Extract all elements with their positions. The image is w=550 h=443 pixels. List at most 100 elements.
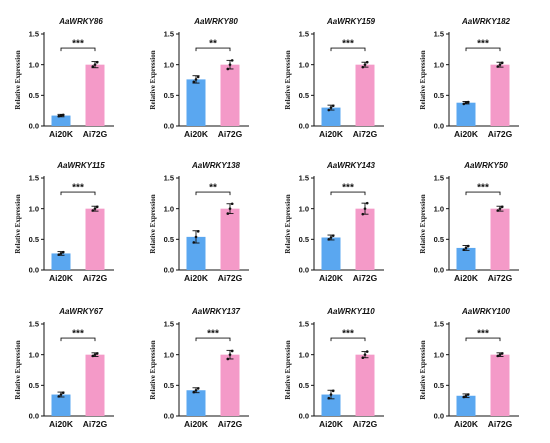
chart-title: AaWRKY159 xyxy=(326,17,376,26)
y-tick-label: 0.5 xyxy=(164,381,174,390)
x-tick-label: Ai72G xyxy=(83,129,108,139)
data-point xyxy=(500,205,504,209)
x-tick-label: Ai72G xyxy=(83,273,108,283)
data-point xyxy=(228,353,232,356)
significance-label: ** xyxy=(209,39,217,50)
significance-bracket xyxy=(330,337,366,342)
y-tick-label: 1.0 xyxy=(434,60,444,69)
y-tick-label: 0.5 xyxy=(164,235,174,244)
significance-label: *** xyxy=(342,329,354,340)
significance-bracket xyxy=(195,191,231,196)
significance-label: *** xyxy=(477,329,489,340)
x-tick-label: Ai72G xyxy=(488,129,513,139)
bar xyxy=(220,354,240,416)
data-point xyxy=(329,236,333,239)
significance-label: *** xyxy=(207,329,219,340)
x-tick-label: Ai72G xyxy=(83,419,108,429)
data-point xyxy=(464,394,468,398)
x-tick-label: Ai72G xyxy=(353,419,378,429)
y-axis-label: Relative Expression xyxy=(14,194,22,253)
bar xyxy=(490,64,510,126)
x-tick-label: Ai20K xyxy=(49,273,74,283)
y-tick-label: 0.5 xyxy=(299,91,309,100)
x-tick-label: Ai20K xyxy=(454,129,479,139)
chart-title: AaWRKY110 xyxy=(326,307,375,316)
data-point xyxy=(496,65,500,68)
y-tick-label: 0.0 xyxy=(29,266,39,275)
x-tick-label: Ai20K xyxy=(454,273,479,283)
y-axis-label: Relative Expression xyxy=(419,194,427,253)
y-tick-label: 0.5 xyxy=(299,381,309,390)
data-point xyxy=(464,101,468,104)
bar xyxy=(456,395,476,416)
data-point xyxy=(226,357,230,361)
chart-title: AaWRKY80 xyxy=(193,17,238,26)
data-point xyxy=(194,388,198,392)
bar xyxy=(355,64,375,126)
bar xyxy=(220,64,240,126)
data-point xyxy=(95,352,99,355)
data-point xyxy=(196,75,200,79)
bar xyxy=(355,354,375,416)
data-point xyxy=(327,238,331,241)
data-point xyxy=(329,393,333,396)
bar xyxy=(220,208,240,270)
y-tick-label: 0.5 xyxy=(29,235,39,244)
data-point xyxy=(365,60,369,64)
chart-panel: AaWRKY137 Relative Expression 0.0 0.5 1.0 1.5… xyxy=(149,307,249,429)
data-point xyxy=(93,63,97,66)
y-tick-label: 0.0 xyxy=(299,122,309,131)
y-tick-label: 1.0 xyxy=(434,204,444,213)
significance-bracket xyxy=(60,47,96,52)
data-point xyxy=(91,354,95,358)
data-point xyxy=(192,241,196,244)
data-point xyxy=(59,114,63,117)
x-tick-label: Ai72G xyxy=(488,273,513,283)
chart-title: AaWRKY137 xyxy=(191,307,241,316)
significance-bracket xyxy=(465,191,501,196)
chart-title: AaWRKY50 xyxy=(463,161,508,170)
significance-label: *** xyxy=(477,39,489,50)
x-tick-label: Ai20K xyxy=(319,273,344,283)
x-tick-label: Ai20K xyxy=(319,129,344,139)
y-axis-label: Relative Expression xyxy=(14,50,22,109)
y-tick-label: 1.5 xyxy=(29,320,39,329)
data-point xyxy=(500,61,504,65)
data-point xyxy=(466,244,470,248)
chart-panel: AaWRKY182 Relative Expression 0.0 0.5 1.0 1.5… xyxy=(419,17,519,139)
significance-bracket xyxy=(330,191,366,196)
x-tick-label: Ai20K xyxy=(184,419,209,429)
x-tick-label: Ai20K xyxy=(184,273,209,283)
significance-bracket xyxy=(60,337,96,342)
chart-panel: AaWRKY143 Relative Expression 0.0 0.5 1.0 1.5… xyxy=(284,161,384,283)
chart-panel: AaWRKY86 Relative Expression 0.0 0.5 1.0 1.5 A… xyxy=(14,17,114,139)
y-tick-label: 1.5 xyxy=(164,30,174,39)
data-point xyxy=(464,246,468,250)
bar xyxy=(321,107,341,126)
data-point xyxy=(57,114,61,118)
significance-label: *** xyxy=(72,329,84,340)
data-point xyxy=(228,207,232,210)
y-tick-label: 1.5 xyxy=(434,320,444,329)
y-tick-label: 0.0 xyxy=(164,266,174,275)
x-tick-label: Ai20K xyxy=(184,129,209,139)
x-tick-label: Ai72G xyxy=(353,129,378,139)
data-point xyxy=(363,63,367,66)
bar xyxy=(51,253,71,270)
data-point xyxy=(327,396,331,400)
data-point xyxy=(194,78,198,81)
y-axis-label: Relative Expression xyxy=(284,340,292,399)
significance-label: *** xyxy=(342,183,354,194)
bar xyxy=(51,394,71,416)
chart-title: AaWRKY115 xyxy=(56,161,105,170)
data-point xyxy=(93,207,97,210)
significance-label: *** xyxy=(72,39,84,50)
data-point xyxy=(95,60,99,64)
chart-panel: AaWRKY110 Relative Expression 0.0 0.5 1.0 1.5… xyxy=(284,307,384,429)
x-tick-label: Ai20K xyxy=(319,419,344,429)
y-tick-label: 1.0 xyxy=(29,350,39,359)
x-tick-label: Ai20K xyxy=(49,129,74,139)
x-tick-label: Ai72G xyxy=(218,419,243,429)
chart-title: AaWRKY143 xyxy=(326,161,376,170)
